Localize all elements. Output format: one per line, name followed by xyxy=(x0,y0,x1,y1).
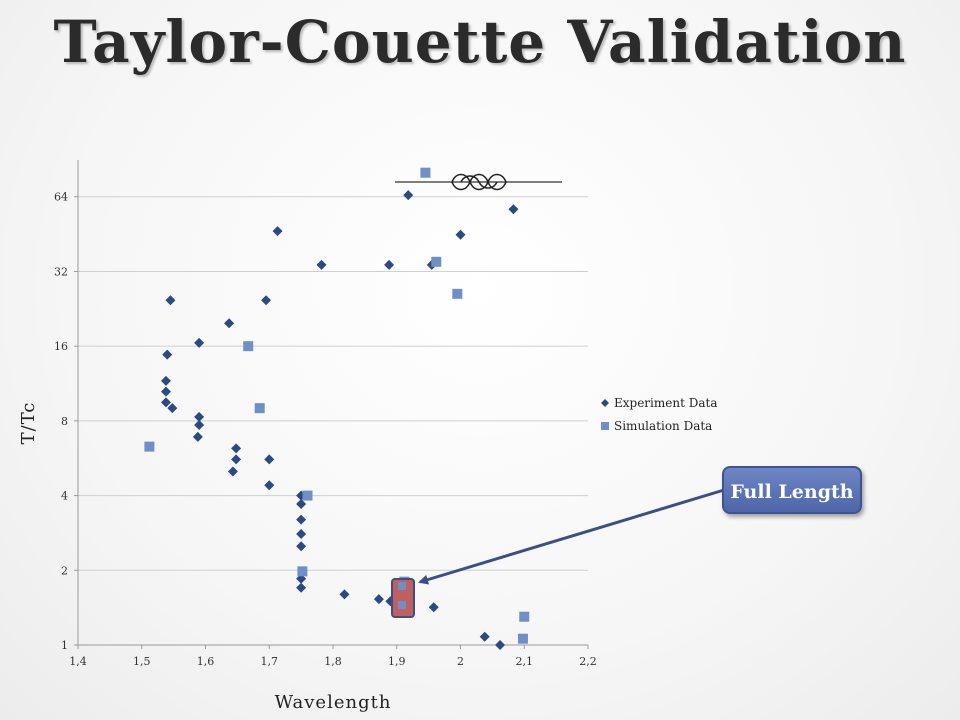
experiment-data-point xyxy=(261,295,272,306)
experiment-data-point xyxy=(296,582,307,593)
experiment-data-point xyxy=(194,337,205,348)
experiment-data-point xyxy=(455,229,466,240)
simulation-data-point xyxy=(254,403,265,414)
simulation-data-point xyxy=(452,288,463,299)
gridlines xyxy=(78,196,588,571)
y-tick-label: 2 xyxy=(61,564,68,577)
legend-experiment-label: Experiment Data xyxy=(614,396,717,410)
slide-title: Taylor-Couette Validation xyxy=(53,8,907,76)
y-axis-title: T/Tc xyxy=(18,402,39,445)
x-tick-label: 1,9 xyxy=(388,655,406,668)
simulation-data-point xyxy=(519,611,530,622)
y-tick-label: 16 xyxy=(54,340,68,353)
experiment-data-point xyxy=(167,403,178,414)
experiment-data-point xyxy=(373,594,384,605)
experiment-data-point xyxy=(428,602,439,613)
x-axis-title: Wavelength xyxy=(275,692,392,713)
experiment-data-point xyxy=(384,259,395,270)
experiment-data-point xyxy=(160,375,171,386)
experiment-data-point xyxy=(316,259,327,270)
simulation-data-point xyxy=(144,441,155,452)
x-tick-label: 2,2 xyxy=(579,655,597,668)
experiment-data-point xyxy=(264,454,275,465)
y-tick-label: 8 xyxy=(61,415,68,428)
data-points xyxy=(144,167,530,650)
legend-simulation-label: Simulation Data xyxy=(614,419,712,433)
simulation-data-point xyxy=(420,167,431,178)
x-tick-label: 1,4 xyxy=(69,655,87,668)
x-tick-label: 2,1 xyxy=(516,655,534,668)
experiment-data-point xyxy=(194,411,205,422)
experiment-data-point xyxy=(231,443,242,454)
vortex-diagram-icon xyxy=(395,173,562,191)
axes xyxy=(77,160,588,646)
callout-arrow xyxy=(418,488,725,585)
experiment-data-point xyxy=(231,454,242,465)
experiment-data-point xyxy=(403,190,414,201)
experiment-data-point xyxy=(224,318,235,329)
simulation-data-point xyxy=(302,490,313,501)
experiment-data-point xyxy=(227,466,238,477)
experiment-data-point xyxy=(192,431,203,442)
experiment-data-point xyxy=(194,419,205,430)
y-tick-label: 1 xyxy=(61,639,68,652)
experiment-data-point xyxy=(296,498,307,509)
experiment-data-point xyxy=(160,386,171,397)
experiment-data-point xyxy=(165,295,176,306)
experiment-data-point xyxy=(160,397,171,408)
x-tick-label: 1,6 xyxy=(197,655,215,668)
experiment-data-point xyxy=(495,640,506,650)
legend-square-marker xyxy=(601,422,609,430)
x-tick-label: 1,8 xyxy=(324,655,342,668)
experiment-data-point xyxy=(272,226,283,237)
y-tick-label: 32 xyxy=(54,265,68,278)
y-tick-label: 4 xyxy=(61,490,68,503)
y-tick-label: 64 xyxy=(54,191,68,204)
full-length-callout: Full Length xyxy=(722,466,862,514)
x-tick-label: 2 xyxy=(457,655,464,668)
experiment-data-point xyxy=(479,631,490,642)
experiment-data-point xyxy=(296,541,307,552)
legend: Experiment Data Simulation Data xyxy=(601,396,717,433)
experiment-data-point xyxy=(264,480,275,491)
experiment-data-point xyxy=(162,349,173,360)
simulation-data-point xyxy=(517,633,528,644)
experiment-data-point xyxy=(296,529,307,540)
experiment-data-point xyxy=(508,204,519,215)
experiment-data-point xyxy=(339,589,350,600)
x-tick-label: 1,7 xyxy=(261,655,279,668)
x-tick-label: 1,5 xyxy=(133,655,151,668)
legend-diamond-marker xyxy=(601,399,609,407)
simulation-data-point xyxy=(297,566,308,577)
simulation-data-point xyxy=(243,341,254,352)
experiment-data-point xyxy=(296,514,307,525)
x-tick-labels: 1,4 1,5 1,6 1,7 1,8 1,9 2 2,1 2,2 xyxy=(69,645,597,668)
full-length-highlight-box xyxy=(391,578,415,618)
simulation-data-point xyxy=(431,256,442,267)
y-tick-labels: 1 2 4 8 16 32 64 xyxy=(54,191,78,652)
